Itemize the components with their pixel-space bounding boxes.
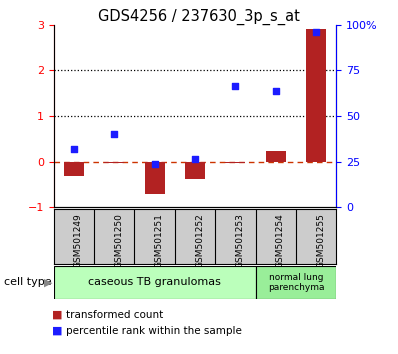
Bar — [256, 266, 336, 299]
Text: transformed count: transformed count — [66, 310, 163, 320]
Bar — [64, 161, 84, 176]
Point — [313, 29, 319, 34]
Bar — [225, 161, 246, 163]
Text: caseous TB granulomas: caseous TB granulomas — [88, 277, 221, 287]
Bar — [144, 161, 165, 194]
Text: ■: ■ — [52, 326, 62, 336]
Point — [152, 161, 158, 167]
Text: normal lung
parenchyma: normal lung parenchyma — [268, 273, 324, 292]
Text: GSM501250: GSM501250 — [114, 213, 123, 268]
Point — [273, 88, 279, 94]
Text: GSM501251: GSM501251 — [155, 213, 164, 268]
Text: GSM501254: GSM501254 — [276, 213, 285, 268]
Point — [71, 146, 77, 152]
Text: ■: ■ — [52, 310, 62, 320]
Bar — [54, 266, 256, 299]
Point — [111, 131, 117, 137]
Text: GSM501252: GSM501252 — [195, 213, 204, 268]
Text: GSM501249: GSM501249 — [74, 213, 83, 268]
Bar — [104, 161, 124, 163]
Text: GDS4256 / 237630_3p_s_at: GDS4256 / 237630_3p_s_at — [98, 9, 300, 25]
Point — [232, 84, 238, 89]
Bar — [265, 152, 286, 161]
Text: GSM501253: GSM501253 — [235, 213, 244, 268]
Text: GSM501255: GSM501255 — [316, 213, 325, 268]
Point — [192, 156, 198, 162]
Text: cell type: cell type — [4, 277, 52, 287]
Text: percentile rank within the sample: percentile rank within the sample — [66, 326, 242, 336]
Bar — [185, 161, 205, 179]
Bar — [306, 29, 326, 161]
Text: ▶: ▶ — [44, 277, 52, 287]
